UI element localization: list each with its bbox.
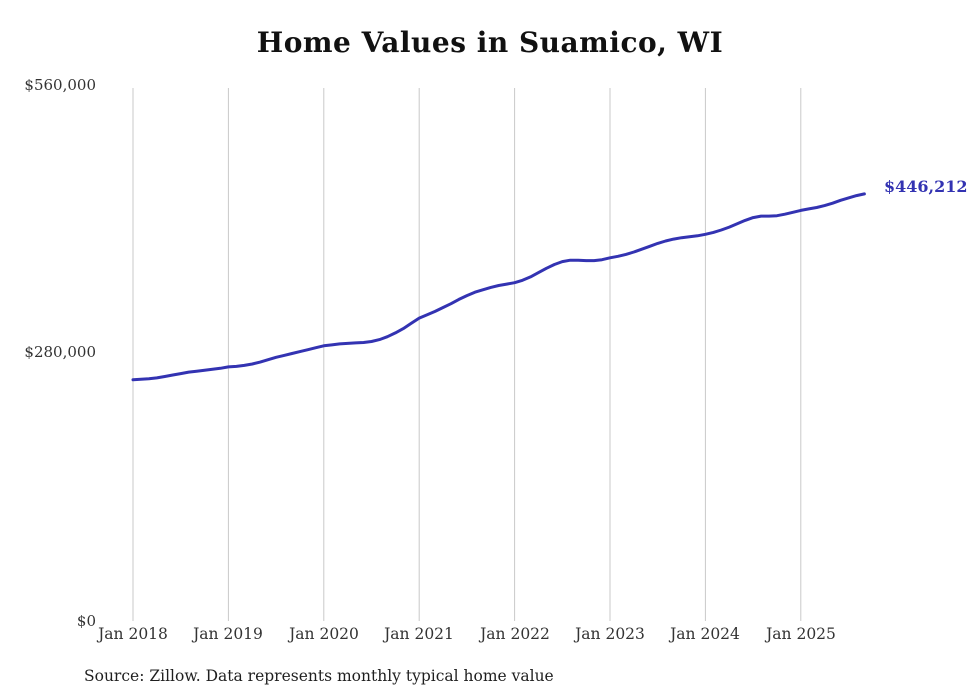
source-note: Source: Zillow. Data represents monthly … (84, 667, 554, 685)
x-axis-tick-jan-2024: Jan 2024 (670, 625, 740, 643)
x-axis-tick-jan-2018: Jan 2018 (98, 625, 168, 643)
y-axis-tick-0: $0 (76, 612, 96, 630)
home-value-line (131, 192, 866, 382)
chart-title: Home Values in Suamico, WI (256, 26, 724, 59)
x-axis-tick-jan-2023: Jan 2023 (575, 625, 645, 643)
x-axis-tick-jan-2021: Jan 2021 (384, 625, 454, 643)
y-axis-tick-280000: $280,000 (24, 343, 96, 361)
x-axis-tick-jan-2022: Jan 2022 (480, 625, 550, 643)
x-axis-tick-jan-2020: Jan 2020 (289, 625, 359, 643)
x-axis-tick-jan-2019: Jan 2019 (193, 625, 263, 643)
x-axis-tick-jan-2025: Jan 2025 (766, 625, 836, 643)
y-axis-tick-560000: $560,000 (24, 76, 96, 94)
final-value-label: $446,212 (884, 177, 968, 196)
